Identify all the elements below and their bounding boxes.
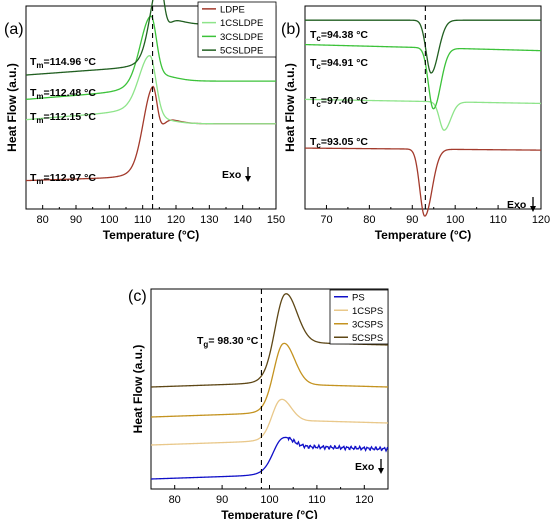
annotation-rest: =112.97 °C [44, 172, 97, 184]
legend-entry: 1CSLDPE [220, 18, 263, 29]
panel-label: (c) [128, 288, 147, 305]
series-line-1-2 [304, 43, 542, 110]
x-tick-label: 120 [532, 214, 550, 226]
annotation-rest: =94.38 °C [321, 29, 369, 41]
series-line-2-0 [150, 436, 389, 480]
legend-entry: 5CSPS [352, 333, 383, 344]
x-tick-label: 70 [320, 214, 332, 226]
annotation-rest: =112.15 °C [44, 111, 97, 123]
x-tick-label: 80 [363, 214, 375, 226]
annotation-0: Tg= 98.30 °C [197, 335, 259, 349]
annotation-sub: m [36, 116, 43, 125]
exo-arrow-head [245, 176, 251, 182]
x-tick-label: 80 [37, 214, 49, 226]
annotation-rest: =112.48 °C [44, 87, 97, 99]
annotation-main: T [310, 57, 317, 69]
series-line-1-1 [304, 98, 542, 131]
annotation-main: T [30, 56, 37, 68]
annotation-rest: = 98.30 °C [208, 335, 258, 347]
x-tick-label: 130 [200, 214, 218, 226]
x-tick-label: 120 [167, 214, 185, 226]
annotation-2: Tm=112.15 °C [30, 111, 96, 125]
panel-2: 80 90 100 110 120 Temperature (°C) Heat Flow (… [128, 288, 389, 519]
annotation-rest: =114.96 °C [44, 56, 97, 68]
legend: PS 1CSPS 3CSPS 5CSPS [329, 289, 389, 345]
annotation-main: T [197, 335, 204, 347]
x-tick-label: 110 [489, 214, 507, 226]
annotation-2: Tc=97.40 °C [310, 95, 368, 109]
annotation-sub: c [316, 141, 321, 150]
legend-entry: LDPE [220, 4, 245, 15]
legend-entry: 3CSLDPE [220, 32, 263, 43]
x-tick-label: 120 [355, 494, 373, 506]
annotation-sub: m [36, 177, 43, 186]
legend-entry: 1CSPS [352, 306, 383, 317]
legend-entry: 3CSPS [352, 319, 383, 330]
panel-1: 70 80 90 100 110 120 Temperature (°C) Heat Flow… [281, 5, 550, 242]
x-tick-label: 90 [216, 494, 228, 506]
series-line-2-2 [150, 342, 389, 418]
annotation-sub: c [316, 62, 321, 71]
panel-label: (a) [4, 21, 24, 38]
annotation-1: Tc=94.91 °C [310, 57, 368, 71]
annotation-rest: =97.40 °C [321, 95, 369, 107]
x-tick-label: 100 [260, 494, 278, 506]
plot-frame [25, 5, 277, 210]
x-axis-title: Temperature (°C) [375, 228, 472, 242]
panel-0: 80 90 100 110 120 130 140 150 Temperature (°C) He… [4, 0, 285, 242]
y-axis-title: Heat Flow (a.u.) [131, 345, 145, 434]
annotation-1: Tm=112.48 °C [30, 87, 96, 101]
x-tick-label: 110 [134, 214, 152, 226]
annotation-main: T [30, 87, 37, 99]
annotation-sub: c [316, 100, 321, 109]
annotation-main: T [30, 172, 37, 184]
annotation-rest: =93.05 °C [321, 136, 369, 148]
legend-box [329, 289, 389, 345]
exo-label: Exo [355, 461, 374, 473]
annotation-3: Tc=93.05 °C [310, 136, 368, 150]
legend-entry: 5CSLDPE [220, 46, 263, 57]
series-line-1-3 [305, 19, 541, 74]
exo-arrow-head [378, 468, 384, 474]
annotation-sub: g [203, 340, 208, 349]
annotation-sub: c [316, 34, 321, 43]
x-tick-label: 100 [446, 214, 464, 226]
x-tick-label: 140 [233, 214, 251, 226]
y-axis-title: Heat Flow (a.u.) [5, 63, 19, 152]
x-tick-label: 90 [406, 214, 418, 226]
x-axis-title: Temperature (°C) [221, 508, 318, 519]
series-line-0-1 [25, 55, 276, 125]
legend: LDPE 1CSLDPE 3CSLDPE 5CSLDPE [197, 1, 277, 58]
panel-label: (b) [281, 21, 301, 38]
annotation-0: Tm=114.96 °C [30, 56, 96, 70]
y-axis-title: Heat Flow (a.u.) [283, 63, 297, 152]
series-line-0-2 [25, 15, 276, 101]
legend-box [197, 1, 277, 58]
exo-label: Exo [507, 199, 526, 211]
annotation-sub: m [36, 61, 43, 70]
exo-label: Exo [222, 169, 241, 181]
annotation-sub: m [36, 92, 43, 101]
series-line-0-0 [25, 85, 276, 182]
annotation-3: Tm=112.97 °C [30, 172, 96, 186]
annotation-main: T [310, 95, 317, 107]
annotation-main: T [30, 111, 37, 123]
exo-arrow-head [530, 206, 536, 212]
series-line-1-0 [304, 147, 542, 217]
x-tick-label: 100 [100, 214, 118, 226]
x-tick-label: 150 [267, 214, 285, 226]
x-axis-title: Temperature (°C) [103, 228, 200, 242]
legend-entry: PS [352, 292, 365, 303]
x-tick-label: 80 [169, 494, 181, 506]
annotation-main: T [310, 136, 317, 148]
series-line-2-1 [150, 398, 389, 446]
annotation-rest: =94.91 °C [321, 57, 369, 69]
x-tick-label: 110 [308, 494, 326, 506]
x-tick-label: 90 [70, 214, 82, 226]
annotation-main: T [310, 29, 317, 41]
annotation-0: Tc=94.38 °C [310, 29, 368, 43]
